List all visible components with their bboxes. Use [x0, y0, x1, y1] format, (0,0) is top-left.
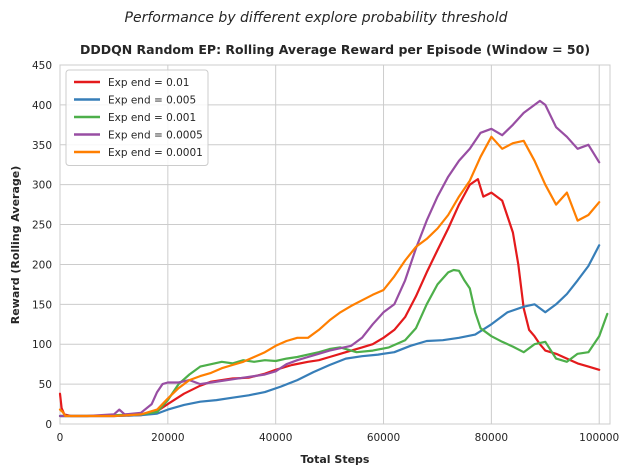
- series-line-3: [58, 99, 601, 418]
- x-tick-label: 0: [57, 432, 64, 444]
- chart-suptitle: Performance by different explore probabi…: [125, 10, 508, 26]
- y-tick-label: 100: [32, 339, 52, 351]
- y-tick-label: 400: [32, 100, 52, 112]
- series-group: [58, 99, 609, 418]
- y-tick-label: 200: [32, 259, 52, 271]
- legend-entry: Exp end = 0.001: [108, 112, 196, 124]
- x-tick-label: 100000: [579, 432, 619, 444]
- series-line-0: [58, 178, 601, 418]
- plot-frame: [59, 64, 611, 425]
- x-tick-label: 60000: [367, 432, 400, 444]
- x-tick-label: 80000: [475, 432, 508, 444]
- y-tick-label: 350: [32, 140, 52, 152]
- legend-entry: Exp end = 0.01: [108, 77, 189, 89]
- legend-entry: Exp end = 0.0005: [108, 130, 203, 142]
- y-axis-label: Reward (Rolling Average): [9, 166, 22, 325]
- legend-box: [65, 69, 209, 166]
- series-line-2: [58, 268, 609, 418]
- legend: Exp end = 0.01 Exp end = 0.005 Exp end = 0…: [65, 69, 209, 166]
- legend-entry: Exp end = 0.0001: [108, 147, 203, 159]
- legend-entry: Exp end = 0.005: [108, 95, 196, 107]
- x-tick-label: 40000: [259, 432, 292, 444]
- x-axis-label: Total Steps: [301, 453, 370, 466]
- y-tick-label: 0: [45, 419, 52, 431]
- x-axis-ticks: 0 20000 40000 60000 80000 100000: [57, 432, 620, 444]
- y-tick-label: 450: [32, 60, 52, 72]
- chart-title: DDDQN Random EP: Rolling Average Reward …: [80, 42, 590, 57]
- y-tick-label: 250: [32, 220, 52, 232]
- series-line-4: [58, 135, 601, 418]
- x-tick-label: 20000: [151, 432, 184, 444]
- y-tick-label: 50: [39, 379, 52, 391]
- series-line-1: [58, 244, 601, 418]
- y-axis-ticks: 0 50 100 150 200 250 300 350 400 450: [32, 60, 52, 431]
- y-tick-label: 150: [32, 299, 52, 311]
- y-tick-label: 300: [32, 180, 52, 192]
